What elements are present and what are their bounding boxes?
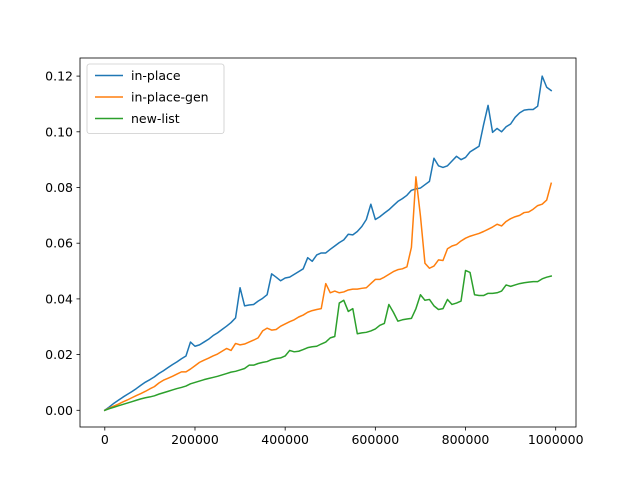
y-tick-label: 0.04 xyxy=(45,291,73,306)
legend-label-new-list: new-list xyxy=(131,111,180,126)
legend-label-in-place: in-place xyxy=(131,68,181,83)
legend: in-place in-place-gen new-list xyxy=(86,63,225,134)
x-tick-label: 600000 xyxy=(351,432,399,447)
x-tick-label: 800000 xyxy=(442,432,490,447)
series-line-in-place-gen xyxy=(103,176,553,412)
axes-frame xyxy=(79,57,577,428)
y-axis-ticks: 0.00 0.02 0.04 0.06 0.08 0.10 0.12 xyxy=(45,69,80,418)
x-tick-label: 0 xyxy=(101,432,109,447)
x-tick-label: 1000000 xyxy=(528,432,584,447)
series-line-new-list xyxy=(103,269,553,412)
x-tick-label: 200000 xyxy=(171,432,219,447)
y-tick-label: 0.10 xyxy=(45,124,73,139)
legend-box xyxy=(86,63,225,134)
x-tick-label: 400000 xyxy=(261,432,309,447)
plot-area xyxy=(103,75,553,412)
y-tick-label: 0.12 xyxy=(45,69,73,84)
y-tick-label: 0.02 xyxy=(45,347,73,362)
series-line-in-place xyxy=(103,75,553,412)
legend-label-in-place-gen: in-place-gen xyxy=(131,90,209,105)
y-tick-label: 0.06 xyxy=(45,236,73,251)
y-tick-label: 0.00 xyxy=(45,403,73,418)
y-tick-label: 0.08 xyxy=(45,180,73,195)
x-axis-ticks: 0 200000 400000 600000 800000 1000000 xyxy=(101,427,584,447)
